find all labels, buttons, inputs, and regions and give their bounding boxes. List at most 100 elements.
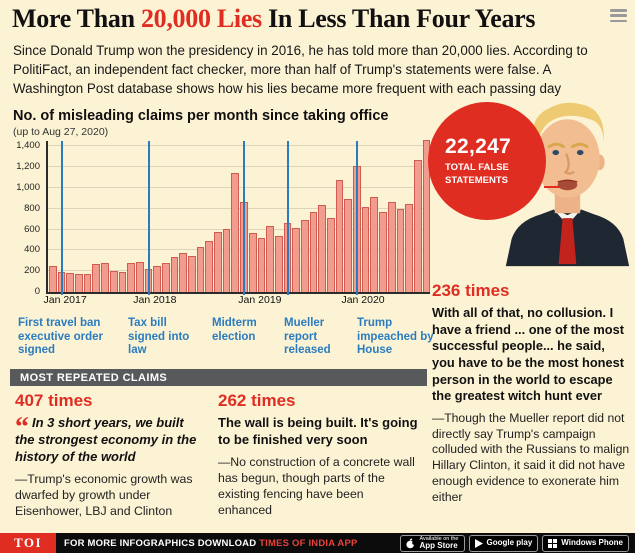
y-tick-label: 1,200 [16, 161, 40, 173]
stat-value: 22,247 [445, 135, 512, 159]
title-pre: More Than [12, 4, 141, 33]
claim-407: 407 times In 3 short years, we built the… [15, 391, 205, 520]
bar-oct-2018 [231, 173, 240, 292]
bar-may-2019 [292, 228, 300, 292]
bar-apr-2020 [387, 201, 396, 292]
annotation-travel-ban: First travel ban executive order signed [18, 317, 104, 357]
pointer-line [544, 186, 560, 188]
store-badges: Available on the App Store Google play Wi… [400, 534, 629, 552]
bar-dec-2018 [248, 232, 257, 292]
menu-icon[interactable] [610, 9, 627, 22]
bar-chart: 0 200 400 600 800 1,000 1,200 1,400 Jan 2017 Ja… [10, 140, 431, 311]
claim-note: —Though the Mueller report did not direc… [432, 410, 630, 505]
badge-big-text: Windows Phone [561, 537, 623, 547]
footer-text-pre: FOR MORE INFOGRAPHICS DOWNLOAD [64, 537, 260, 549]
bar-feb-2020 [370, 196, 379, 292]
event-marker [147, 141, 150, 295]
windows-icon [548, 538, 558, 548]
title-post: In Less Than Four Years [261, 4, 536, 33]
chart-subtitle: (up to Aug 27, 2020) [13, 126, 109, 138]
bar-jan-2018 [153, 265, 161, 292]
claim-note: —Trump's economic growth was dwarfed by … [15, 471, 193, 518]
bar-jun-2018 [196, 246, 205, 292]
bar-may-2018 [188, 256, 196, 292]
total-false-statements-badge: 22,247 TOTAL FALSE STATEMENTS [428, 102, 546, 220]
footer-bar: TOI FOR MORE INFOGRAPHICS DOWNLOAD TIMES… [0, 533, 635, 553]
bar-apr-2018 [179, 253, 187, 292]
badge-big-text: App Store [419, 540, 458, 550]
claim-note: —No construction of a concrete wall has … [218, 454, 415, 517]
gridline [48, 145, 430, 147]
bar-mar-2020 [379, 211, 387, 292]
bar-sep-2019 [327, 217, 335, 292]
chart-bars [48, 140, 431, 292]
footer-text-brand: TIMES OF INDIA APP [259, 537, 358, 549]
claim-times: 236 times [432, 281, 510, 300]
bar-jul-2019 [309, 212, 318, 292]
chart-yaxis: 0 200 400 600 800 1,000 1,200 1,400 [10, 140, 44, 297]
footer-text: FOR MORE INFOGRAPHICS DOWNLOAD TIMES OF … [64, 538, 358, 549]
bar-aug-2017 [109, 271, 118, 292]
bar-aug-2019 [318, 205, 326, 292]
bar-mar-2019 [274, 236, 283, 292]
app-store-badge[interactable]: Available on the App Store [400, 534, 465, 552]
apple-icon [406, 538, 416, 549]
bar-aug-2018 [214, 231, 222, 292]
bar-sep-2018 [222, 228, 231, 292]
bar-jul-2020 [413, 160, 422, 292]
bar-jul-2017 [101, 263, 109, 292]
y-tick-label: 1,000 [16, 181, 40, 193]
bar-jun-2020 [405, 204, 413, 292]
annotation-tax-bill: Tax bill signed into law [128, 317, 190, 357]
x-tick-label: Jan 2017 [43, 294, 87, 306]
gridline [48, 166, 430, 168]
bar-feb-2018 [161, 263, 170, 292]
y-tick-label: 800 [24, 202, 40, 214]
bar-jun-2019 [300, 219, 309, 292]
claim-times: 407 times [15, 391, 93, 410]
badge-big-text: Google play [486, 537, 533, 547]
chart-annotations: First travel ban executive order signed … [10, 317, 434, 365]
bar-jan-2017 [49, 266, 57, 292]
stat-label: TOTAL FALSE STATEMENTS [445, 162, 509, 186]
bar-nov-2019 [344, 198, 353, 292]
x-tick-label: Jan 2019 [238, 294, 282, 306]
intro-text: Since Donald Trump won the presidency in… [13, 43, 588, 96]
bar-jul-2018 [205, 240, 214, 292]
badge-small-text: Available on the [419, 535, 459, 542]
bar-jun-2017 [92, 264, 101, 292]
bar-oct-2017 [127, 262, 135, 292]
google-play-icon [474, 538, 483, 548]
chart-title: No. of misleading claims per month since… [13, 108, 389, 124]
chart-plot [46, 140, 431, 295]
bar-feb-2019 [266, 226, 274, 292]
google-play-badge[interactable]: Google play [468, 534, 539, 552]
x-tick-label: Jan 2018 [133, 294, 177, 306]
bar-aug-2020 [422, 140, 431, 292]
bar-nov-2017 [135, 261, 144, 292]
bar-mar-2017 [66, 273, 75, 292]
annotation-mueller-report: Mueller report released [284, 317, 331, 357]
event-marker [243, 141, 246, 295]
y-tick-label: 400 [24, 244, 40, 256]
claim-quote: In 3 short years, we built the strongest… [15, 415, 205, 466]
bar-mar-2018 [170, 257, 179, 292]
claim-quote: With all of that, no collusion. I have a… [432, 305, 624, 404]
bar-apr-2017 [75, 273, 83, 292]
event-marker [61, 141, 64, 295]
bar-oct-2019 [335, 180, 344, 292]
annotation-impeachment: Trump impeached by House [357, 317, 434, 357]
claim-times: 262 times [218, 391, 296, 410]
windows-phone-badge[interactable]: Windows Phone [542, 534, 629, 552]
y-tick-label: 1,400 [16, 140, 40, 152]
toi-logo: TOI [0, 533, 56, 553]
event-marker [356, 141, 359, 295]
claim-quote: The wall is being built. It's going to b… [218, 415, 418, 447]
annotation-midterm-election: Midterm election [212, 317, 257, 343]
bar-sep-2017 [118, 271, 127, 292]
title-highlight: 20,000 Lies [140, 4, 262, 33]
event-marker [286, 141, 289, 295]
y-tick-label: 200 [24, 265, 40, 277]
bar-jan-2020 [361, 206, 370, 292]
